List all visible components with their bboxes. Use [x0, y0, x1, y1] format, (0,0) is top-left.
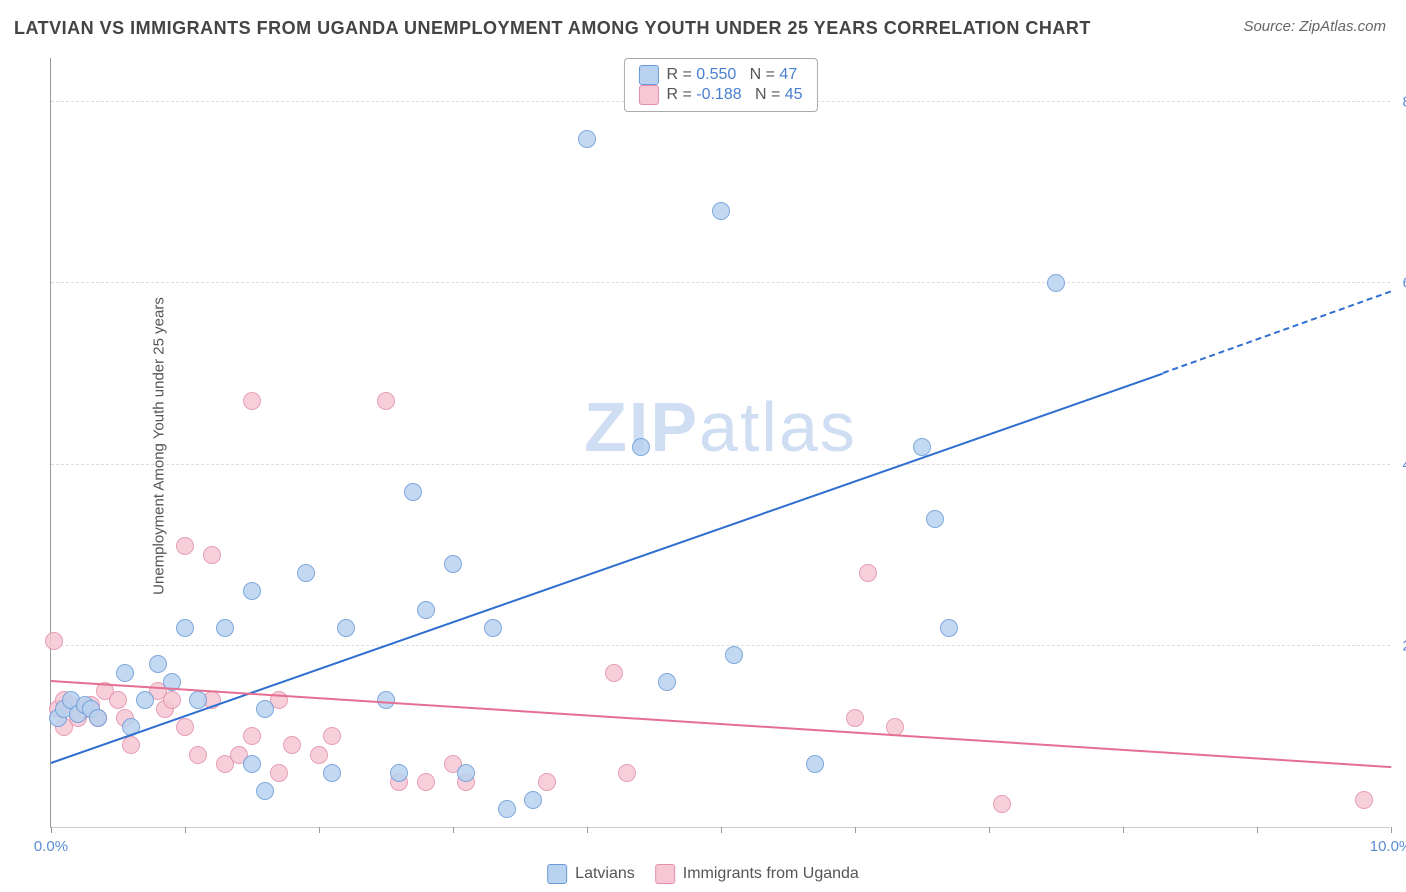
data-point	[89, 709, 107, 727]
source-attribution: Source: ZipAtlas.com	[1243, 18, 1386, 35]
data-point	[256, 700, 274, 718]
legend-swatch	[655, 864, 675, 884]
data-point	[122, 736, 140, 754]
data-point	[149, 655, 167, 673]
legend-r-label: R = 0.550 N = 47	[666, 66, 797, 84]
data-point	[417, 773, 435, 791]
data-point	[216, 619, 234, 637]
data-point	[618, 764, 636, 782]
watermark: ZIPatlas	[584, 387, 857, 467]
data-point	[484, 619, 502, 637]
data-point	[390, 764, 408, 782]
data-point	[189, 746, 207, 764]
data-point	[1047, 274, 1065, 292]
gridline	[51, 464, 1390, 465]
legend-swatch	[547, 864, 567, 884]
x-tick-mark	[1123, 827, 1124, 833]
data-point	[189, 691, 207, 709]
data-point	[163, 691, 181, 709]
x-tick-mark	[185, 827, 186, 833]
y-tick-label: 20.0%	[1402, 637, 1406, 654]
data-point	[993, 795, 1011, 813]
data-point	[109, 691, 127, 709]
data-point	[243, 755, 261, 773]
x-tick-mark	[319, 827, 320, 833]
data-point	[524, 791, 542, 809]
data-point	[116, 664, 134, 682]
data-point	[578, 130, 596, 148]
data-point	[297, 564, 315, 582]
data-point	[256, 782, 274, 800]
data-point	[203, 546, 221, 564]
data-point	[859, 564, 877, 582]
data-point	[658, 673, 676, 691]
data-point	[270, 764, 288, 782]
legend-swatch	[638, 65, 658, 85]
x-tick-mark	[51, 827, 52, 833]
data-point	[725, 646, 743, 664]
data-point	[323, 727, 341, 745]
x-tick-mark	[855, 827, 856, 833]
x-tick-mark	[587, 827, 588, 833]
data-point	[1355, 791, 1373, 809]
data-point	[417, 601, 435, 619]
x-tick-mark	[1391, 827, 1392, 833]
x-tick-mark	[989, 827, 990, 833]
data-point	[45, 632, 63, 650]
data-point	[323, 764, 341, 782]
data-point	[310, 746, 328, 764]
data-point	[605, 664, 623, 682]
correlation-legend: R = 0.550 N = 47 R = -0.188 N = 45	[623, 58, 817, 112]
x-tick-label: 10.0%	[1370, 838, 1406, 855]
y-tick-label: 40.0%	[1402, 456, 1406, 473]
y-tick-label: 80.0%	[1402, 94, 1406, 111]
x-tick-mark	[721, 827, 722, 833]
data-point	[176, 718, 194, 736]
data-point	[243, 727, 261, 745]
data-point	[712, 202, 730, 220]
legend-item: Latvians	[547, 864, 635, 884]
gridline	[51, 282, 1390, 283]
data-point	[243, 392, 261, 410]
scatter-plot-area: ZIPatlas R = 0.550 N = 47 R = -0.188 N = …	[50, 58, 1390, 828]
data-point	[457, 764, 475, 782]
x-tick-mark	[1257, 827, 1258, 833]
data-point	[444, 555, 462, 573]
legend-swatch	[638, 85, 658, 105]
data-point	[926, 510, 944, 528]
data-point	[632, 438, 650, 456]
legend-stat-row: R = 0.550 N = 47	[638, 65, 802, 85]
data-point	[846, 709, 864, 727]
data-point	[498, 800, 516, 818]
data-point	[136, 691, 154, 709]
legend-label: Latvians	[575, 865, 635, 883]
data-point	[337, 619, 355, 637]
data-point	[243, 582, 261, 600]
legend-r-label: R = -0.188 N = 45	[666, 86, 802, 104]
gridline	[51, 645, 1390, 646]
trend-line	[1163, 291, 1391, 374]
data-point	[806, 755, 824, 773]
trend-line	[51, 372, 1164, 763]
legend-stat-row: R = -0.188 N = 45	[638, 85, 802, 105]
data-point	[538, 773, 556, 791]
data-point	[940, 619, 958, 637]
legend-item: Immigrants from Uganda	[655, 864, 859, 884]
legend-label: Immigrants from Uganda	[683, 865, 859, 883]
y-tick-label: 60.0%	[1402, 275, 1406, 292]
data-point	[176, 537, 194, 555]
x-tick-label: 0.0%	[34, 838, 68, 855]
series-legend: Latvians Immigrants from Uganda	[547, 864, 859, 884]
chart-title: LATVIAN VS IMMIGRANTS FROM UGANDA UNEMPL…	[14, 18, 1091, 39]
data-point	[913, 438, 931, 456]
data-point	[176, 619, 194, 637]
y-axis-label: Unemployment Among Youth under 25 years	[150, 297, 167, 595]
data-point	[377, 392, 395, 410]
data-point	[283, 736, 301, 754]
x-tick-mark	[453, 827, 454, 833]
data-point	[404, 483, 422, 501]
